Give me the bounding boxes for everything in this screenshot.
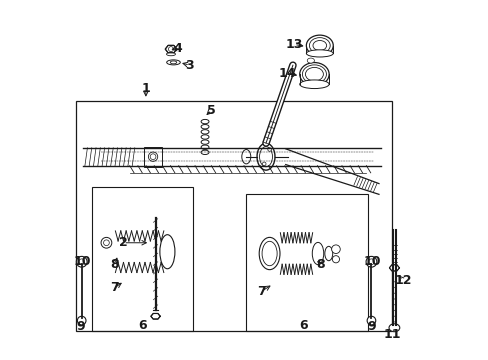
Text: 9: 9 <box>76 320 84 333</box>
Polygon shape <box>165 45 176 53</box>
Text: 8: 8 <box>110 258 119 271</box>
Ellipse shape <box>312 242 323 265</box>
Bar <box>144 147 162 167</box>
Bar <box>76 101 391 330</box>
Text: 12: 12 <box>393 274 411 287</box>
Ellipse shape <box>166 53 175 56</box>
Ellipse shape <box>388 324 399 332</box>
Text: 6: 6 <box>299 319 307 332</box>
Text: 1: 1 <box>141 82 150 95</box>
Ellipse shape <box>257 143 274 170</box>
Text: 6: 6 <box>138 319 146 332</box>
Circle shape <box>148 152 158 161</box>
Text: 4: 4 <box>173 42 182 55</box>
Text: 2: 2 <box>119 236 127 249</box>
Text: 13: 13 <box>285 38 302 51</box>
Ellipse shape <box>299 80 328 89</box>
Text: 10: 10 <box>73 255 90 268</box>
Ellipse shape <box>259 237 280 270</box>
Text: 5: 5 <box>207 104 215 117</box>
Circle shape <box>101 237 112 248</box>
Bar <box>92 187 192 330</box>
Ellipse shape <box>241 149 250 164</box>
Text: 7: 7 <box>257 285 265 298</box>
Ellipse shape <box>306 50 333 57</box>
Text: 3: 3 <box>185 59 194 72</box>
Polygon shape <box>388 265 399 271</box>
Text: 8: 8 <box>316 258 324 271</box>
Circle shape <box>77 316 86 325</box>
Ellipse shape <box>166 60 180 65</box>
Circle shape <box>366 256 376 267</box>
Circle shape <box>366 316 375 325</box>
Text: 14: 14 <box>278 67 296 80</box>
Ellipse shape <box>160 235 175 269</box>
Ellipse shape <box>306 35 333 56</box>
Circle shape <box>267 148 271 151</box>
Bar <box>246 194 367 330</box>
Text: 7: 7 <box>110 281 119 294</box>
Ellipse shape <box>299 63 328 86</box>
Ellipse shape <box>324 246 332 261</box>
Ellipse shape <box>306 58 314 63</box>
Ellipse shape <box>170 61 176 64</box>
Text: 10: 10 <box>363 255 380 268</box>
Circle shape <box>76 256 87 267</box>
Polygon shape <box>151 314 160 319</box>
Circle shape <box>150 154 156 159</box>
Text: 9: 9 <box>366 320 375 333</box>
Text: 11: 11 <box>383 328 400 341</box>
Circle shape <box>331 245 340 253</box>
Circle shape <box>262 162 265 166</box>
